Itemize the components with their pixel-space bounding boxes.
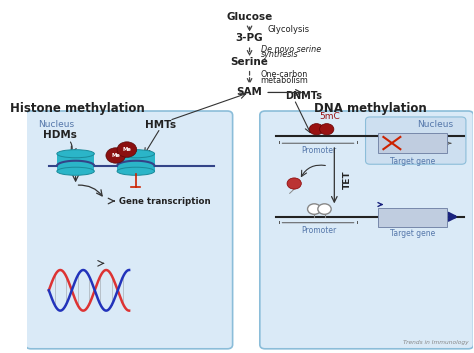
Text: Serine: Serine [231, 56, 268, 67]
Text: DNA methylation: DNA methylation [314, 102, 427, 115]
Text: De novo serine: De novo serine [261, 45, 321, 54]
FancyBboxPatch shape [378, 133, 447, 153]
Circle shape [318, 204, 331, 214]
FancyBboxPatch shape [365, 117, 466, 164]
Text: 5mC: 5mC [319, 113, 340, 121]
Text: Gene transcription: Gene transcription [119, 197, 210, 205]
Text: Me: Me [111, 153, 120, 158]
Text: HDMs: HDMs [43, 130, 77, 140]
Ellipse shape [117, 150, 155, 158]
Text: TET: TET [343, 171, 352, 189]
Text: DNMTs: DNMTs [285, 91, 322, 101]
FancyBboxPatch shape [57, 154, 94, 171]
Ellipse shape [57, 167, 94, 175]
Text: One-carbon: One-carbon [261, 71, 308, 79]
Circle shape [106, 148, 126, 163]
Text: Histone methylation: Histone methylation [10, 102, 145, 115]
Text: SAM: SAM [237, 88, 263, 97]
Text: Me: Me [122, 147, 131, 152]
Text: Promoter: Promoter [301, 226, 337, 234]
Circle shape [287, 178, 301, 189]
Ellipse shape [117, 167, 155, 175]
Text: Target gene: Target gene [390, 229, 436, 238]
Text: synthesis: synthesis [261, 50, 298, 59]
Text: Target gene: Target gene [390, 156, 436, 166]
Text: Nucleus: Nucleus [37, 120, 74, 129]
FancyBboxPatch shape [260, 111, 474, 349]
Circle shape [308, 204, 321, 214]
Text: HMTs: HMTs [145, 120, 176, 130]
FancyBboxPatch shape [26, 111, 233, 349]
FancyBboxPatch shape [378, 208, 447, 227]
Text: Glycolysis: Glycolysis [267, 25, 310, 34]
Ellipse shape [57, 150, 94, 158]
Circle shape [117, 142, 137, 157]
Text: Trends in Immunology: Trends in Immunology [402, 340, 468, 345]
Circle shape [319, 124, 334, 135]
Text: 3-PG: 3-PG [236, 33, 264, 43]
Text: Promoter: Promoter [301, 146, 337, 155]
Text: metabolism: metabolism [261, 76, 309, 85]
FancyBboxPatch shape [117, 154, 155, 171]
Circle shape [310, 124, 324, 135]
Text: Nucleus: Nucleus [417, 120, 453, 129]
Text: Glucose: Glucose [227, 12, 273, 22]
